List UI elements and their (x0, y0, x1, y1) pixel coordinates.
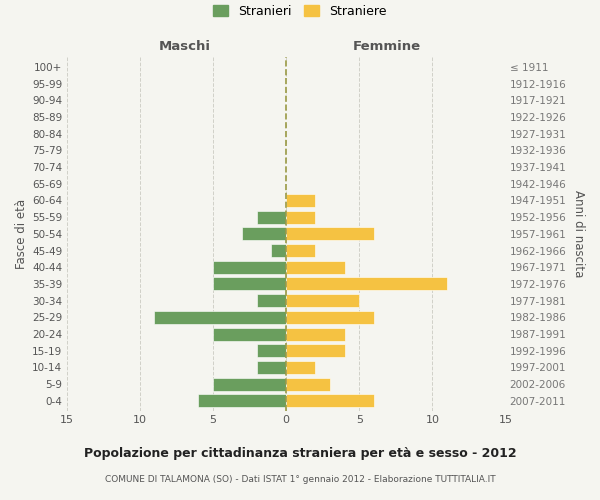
Bar (242, 228, 286, 240)
Bar (213, 328, 286, 340)
Text: Maschi: Maschi (159, 40, 211, 54)
Bar (286, 260, 344, 274)
Legend: Stranieri, Straniere: Stranieri, Straniere (208, 0, 392, 23)
Text: Femmine: Femmine (353, 40, 421, 54)
Bar (286, 194, 316, 207)
Bar (257, 294, 286, 307)
Bar (257, 210, 286, 224)
Bar (213, 278, 286, 290)
Bar (286, 294, 359, 307)
Bar (271, 244, 286, 257)
Bar (198, 394, 286, 407)
Bar (286, 361, 316, 374)
Bar (286, 328, 344, 340)
Bar (213, 378, 286, 390)
Text: Popolazione per cittadinanza straniera per età e sesso - 2012: Popolazione per cittadinanza straniera p… (83, 448, 517, 460)
Y-axis label: Fasce di età: Fasce di età (15, 199, 28, 269)
Bar (286, 394, 374, 407)
Bar (257, 344, 286, 357)
Bar (286, 311, 374, 324)
Bar (257, 361, 286, 374)
Bar (286, 344, 344, 357)
Bar (213, 260, 286, 274)
Bar (154, 311, 286, 324)
Bar (286, 210, 316, 224)
Y-axis label: Anni di nascita: Anni di nascita (572, 190, 585, 278)
Bar (286, 244, 316, 257)
Bar (286, 228, 374, 240)
Bar (286, 278, 447, 290)
Bar (286, 378, 330, 390)
Text: COMUNE DI TALAMONA (SO) - Dati ISTAT 1° gennaio 2012 - Elaborazione TUTTITALIA.I: COMUNE DI TALAMONA (SO) - Dati ISTAT 1° … (104, 476, 496, 484)
